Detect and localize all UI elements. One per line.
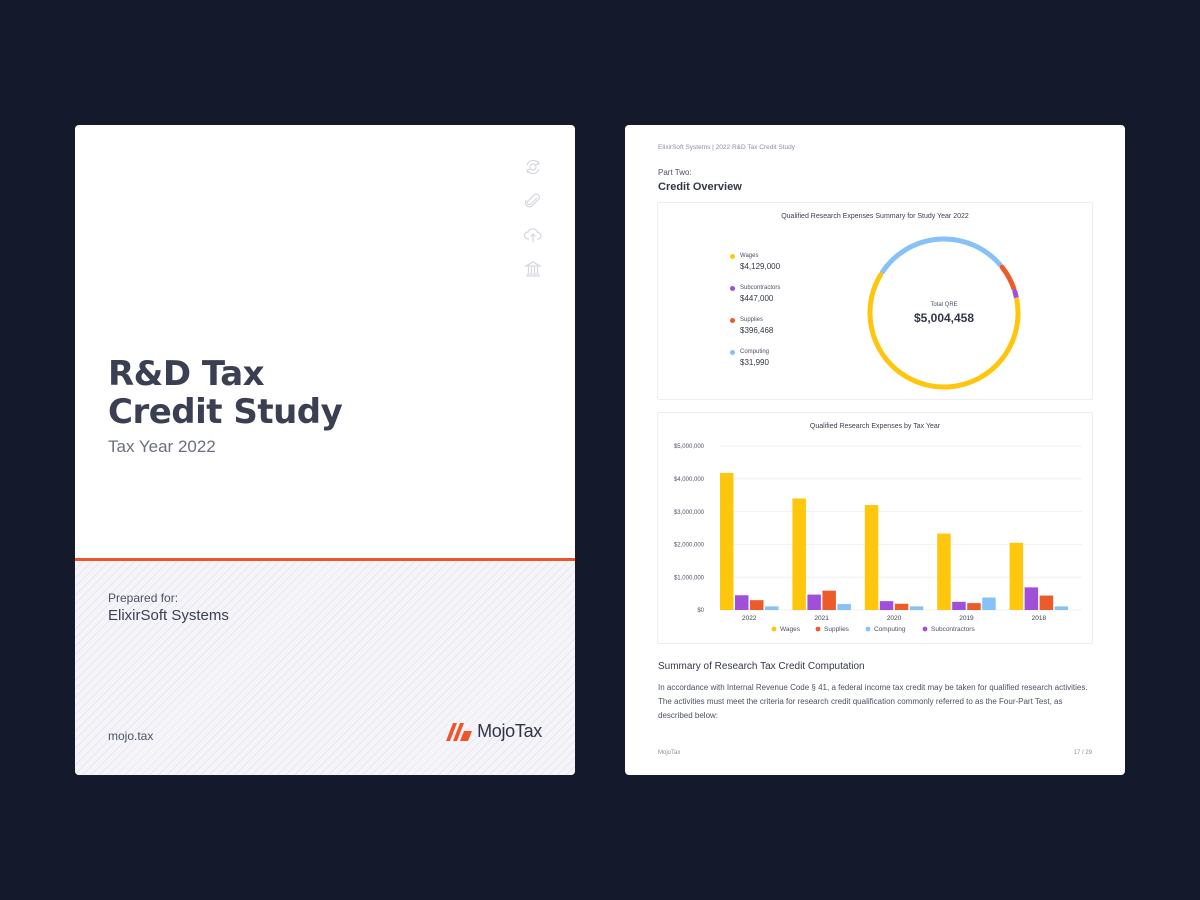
bar-supplies-2018 <box>1039 595 1054 610</box>
cover-page: R&D Tax Credit Study Tax Year 2022 Prepa… <box>75 125 575 775</box>
summary-paragraph: In accordance with Internal Revenue Code… <box>658 683 1088 720</box>
y-tick-label: $2,000,000 <box>674 543 705 549</box>
legend-label-subcontractors: Subcontractors <box>931 626 975 633</box>
bar-supplies-2022 <box>750 600 764 610</box>
part-label: Part Two: <box>658 168 692 177</box>
y-tick-label: $1,000,000 <box>674 575 705 581</box>
paperclip-icon <box>524 193 541 208</box>
y-tick-label: $5,000,000 <box>674 444 705 450</box>
legend-label: Wages <box>740 253 759 259</box>
cloud-upload-icon <box>523 228 542 242</box>
cover-footer-panel: Prepared for: ElixirSoft Systems mojo.ta… <box>75 561 575 775</box>
bar-subcontractors-2018 <box>1024 587 1039 610</box>
section-title: Credit Overview <box>658 181 742 193</box>
bar-subcontractors-2020 <box>879 601 894 610</box>
bar-computing-2022 <box>765 606 779 610</box>
cover-title-line1: R&D Tax <box>108 354 265 394</box>
bar-wages-2021 <box>792 498 806 610</box>
donut-chart-title: Qualified Research Expenses Summary for … <box>781 213 969 220</box>
bar-subcontractors-2021 <box>807 594 821 610</box>
y-tick-label: $3,000,000 <box>674 510 705 516</box>
brand-logo: MojoTax <box>446 721 542 742</box>
legend-item-subcontractors: Subcontractors $447,000 <box>728 283 780 315</box>
donut-slice-computing <box>879 236 1003 275</box>
bar-wages-2020 <box>864 505 879 610</box>
legend-swatch-computing <box>865 626 871 632</box>
bar-computing-2018 <box>1054 606 1069 610</box>
page-number: 17 / 29 <box>1073 750 1092 756</box>
legend-item-computing: Computing $31,990 <box>728 347 780 379</box>
legend-value: $31,990 <box>740 358 769 367</box>
bar-subcontractors-2019 <box>952 601 966 610</box>
y-tick-label: $0 <box>697 608 704 614</box>
donut-slice-supplies <box>999 264 1017 292</box>
page-footer-brand: MojoTax <box>658 750 681 756</box>
legend-label-supplies: Supplies <box>824 626 850 633</box>
legend-item-wages: Wages $4,129,000 <box>728 251 780 283</box>
report-page: ElixirSoft Systems | 2022 R&D Tax Credit… <box>625 125 1125 775</box>
bank-icon <box>523 261 543 277</box>
legend-dot <box>730 318 735 323</box>
donut-center: Total QRE $5,004,458 <box>864 233 1024 393</box>
qre-bar-chart: $0 $1,000,000 $2,000,000 $3,000,000 $4,000,0… <box>674 444 1082 633</box>
bar-wages-2022 <box>720 472 734 610</box>
cover-title-line2: Credit Study <box>108 392 343 432</box>
donut-legend: Wages $4,129,000 Subcontractors $447,000… <box>728 251 780 379</box>
total-qre-value: $5,004,458 <box>913 310 975 325</box>
bar-computing-2021 <box>837 604 851 610</box>
running-header: ElixirSoft Systems | 2022 R&D Tax Credit… <box>658 144 796 151</box>
bar-supplies-2019 <box>967 603 981 610</box>
cover-subtitle: Tax Year 2022 <box>108 437 216 456</box>
qre-donut-chart <box>867 236 1021 390</box>
x-tick-label: 2021 <box>814 615 829 622</box>
bar-subcontractors-2022 <box>735 595 749 610</box>
cover-title: R&D Tax Credit Study <box>108 354 343 432</box>
legend-label-computing: Computing <box>874 626 906 633</box>
prepared-for-label: Prepared for: <box>108 591 179 605</box>
cover-divider <box>75 558 575 561</box>
legend-dot <box>730 286 735 291</box>
legend-item-supplies: Supplies $396,468 <box>728 315 780 347</box>
legend-label-wages: Wages <box>780 626 801 633</box>
mojotax-logo-icon <box>446 722 473 741</box>
bar-chart-title: Qualified Research Expenses by Tax Year <box>809 423 941 430</box>
client-name: ElixirSoft Systems <box>108 607 229 624</box>
legend-value: $396,468 <box>740 326 774 335</box>
legend-label: Computing <box>740 349 770 355</box>
legend-value: $447,000 <box>740 294 774 303</box>
legend-dot <box>730 254 735 259</box>
legend-value: $4,129,000 <box>740 262 781 271</box>
legend-swatch-subcontractors <box>922 626 928 632</box>
money-cycle-icon <box>526 159 540 175</box>
bar-supplies-2020 <box>894 603 909 610</box>
donut-slice-subcontractors <box>1012 289 1019 300</box>
x-tick-label: 2020 <box>887 615 902 622</box>
legend-label: Subcontractors <box>740 285 781 291</box>
site-url[interactable]: mojo.tax <box>108 729 154 743</box>
total-qre-label: Total QRE <box>930 301 958 308</box>
cover-icon-strip <box>523 157 543 279</box>
y-tick-label: $4,000,000 <box>674 477 705 483</box>
x-tick-label: 2019 <box>959 615 974 622</box>
summary-heading: Summary of Research Tax Credit Computati… <box>658 661 865 672</box>
legend-dot <box>730 350 735 355</box>
donut-slice-wages <box>867 272 1021 390</box>
bar-computing-2019 <box>982 597 996 610</box>
bar-wages-2019 <box>937 533 951 610</box>
qre-summary-card: Qualified Research Expenses Summary for … <box>657 202 1093 400</box>
bar-supplies-2021 <box>822 590 836 610</box>
legend-label: Supplies <box>740 317 764 323</box>
legend-swatch-supplies <box>815 626 821 632</box>
qre-by-year-card: Qualified Research Expenses by Tax Year … <box>657 412 1093 644</box>
x-tick-label: 2018 <box>1032 615 1047 622</box>
legend-swatch-wages <box>771 626 777 632</box>
bar-computing-2020 <box>909 606 924 610</box>
x-tick-label: 2022 <box>742 615 757 622</box>
bar-wages-2018 <box>1009 542 1024 610</box>
brand-name: MojoTax <box>477 721 542 741</box>
